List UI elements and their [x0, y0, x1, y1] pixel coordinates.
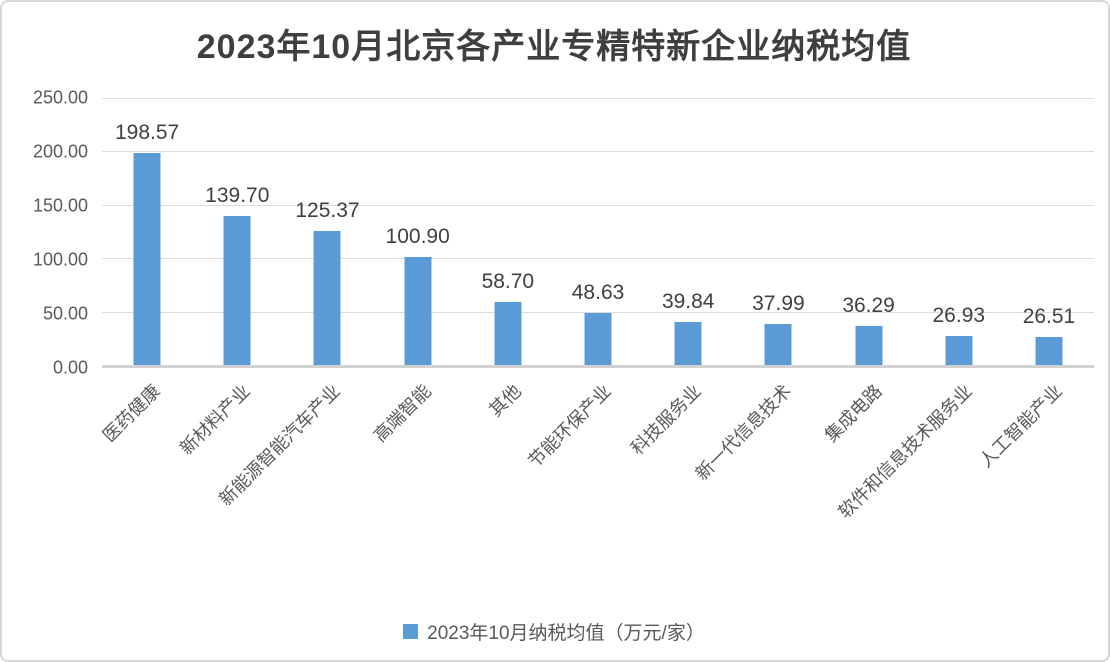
legend: 2023年10月纳税均值（万元/家） [14, 618, 1094, 645]
gridline [102, 151, 1094, 153]
bar-column: 139.70 [192, 98, 282, 365]
legend-swatch-icon [403, 624, 419, 639]
bar [313, 231, 341, 365]
bar-column: 36.29 [824, 98, 914, 365]
bar-value-label: 26.93 [932, 304, 986, 328]
bar-column: 125.37 [282, 98, 372, 365]
chart-body: 250.00 200.00 150.00 100.00 50.00 0.00 198.57… [14, 88, 1094, 606]
bar-series: 198.57 139.70 125.37 100.90 58.70 48.63 39.84 3… [102, 98, 1094, 365]
x-axis-label-column: 软件和信息技术服务业 [834, 368, 1004, 606]
gridline [102, 258, 1094, 260]
bar [404, 257, 432, 365]
gridline [102, 204, 1094, 206]
x-axis-label-column: 科技服务业 [627, 368, 733, 606]
y-axis: 250.00 200.00 150.00 100.00 50.00 0.00 [14, 88, 102, 378]
bar [764, 324, 792, 365]
bar [494, 302, 522, 365]
bar [674, 322, 702, 365]
x-axis-label-column: 人工智能产业 [975, 368, 1094, 606]
bar [855, 326, 883, 365]
bar-column: 198.57 [102, 98, 192, 365]
bar-value-label: 26.51 [1022, 304, 1076, 328]
bar-value-label: 39.84 [661, 290, 715, 314]
bar-value-label: 36.29 [842, 294, 895, 318]
plot-wrap: 198.57 139.70 125.37 100.90 58.70 48.63 39.84 3… [99, 98, 1094, 606]
y-axis-tick: 250.00 [32, 87, 88, 108]
bar-value-label: 198.57 [114, 120, 180, 144]
bar-column: 58.70 [463, 98, 553, 365]
x-axis-label: 集成电路 [820, 380, 886, 446]
bar [1035, 336, 1063, 365]
plot-area: 198.57 139.70 125.37 100.90 58.70 48.63 39.84 3… [102, 98, 1094, 368]
bar-value-label: 100.90 [385, 225, 450, 249]
gridline [102, 311, 1094, 313]
x-axis-label-column: 医药健康 [99, 368, 192, 606]
bar-column: 100.90 [373, 98, 463, 365]
bar-value-label: 48.63 [571, 281, 625, 305]
x-axis-label-column: 高端智能 [370, 368, 463, 606]
x-axis-label-column: 其他 [463, 368, 553, 606]
bar-value-label: 58.70 [481, 270, 535, 294]
x-axis-label-column: 新能源智能汽车产业 [216, 368, 372, 606]
bar-column: 26.51 [1004, 98, 1094, 365]
x-axis-label-column: 新一代信息技术 [692, 368, 823, 606]
bar-column: 26.93 [914, 98, 1004, 365]
bar [223, 215, 251, 365]
bar-column: 37.99 [733, 98, 823, 365]
bar [133, 152, 161, 365]
x-axis-label: 医药健康 [99, 380, 165, 446]
chart-title: 2023年10月北京各产业专精特新企业纳税均值 [196, 28, 912, 66]
y-axis-tick: 0.00 [52, 357, 88, 378]
y-axis-tick: 150.00 [32, 195, 88, 216]
x-axis-label: 高端智能 [369, 380, 435, 446]
x-axis-label: 其他 [485, 380, 525, 421]
bar [945, 336, 973, 365]
legend-label: 2023年10月纳税均值（万元/家） [427, 623, 705, 644]
bar-value-label: 125.37 [295, 199, 360, 223]
bar-value-label: 37.99 [752, 292, 805, 316]
x-axis-label-column: 节能环保产业 [524, 368, 643, 606]
gridline [102, 98, 1094, 99]
x-axis-labels: 医药健康 新材料产业 新能源智能汽车产业 高端智能 其他 节能环保产业 科技服务业 新一代信息… [99, 368, 1094, 606]
y-axis-tick: 100.00 [32, 249, 88, 270]
bar [584, 313, 612, 365]
y-axis-tick: 200.00 [32, 141, 88, 162]
bar-column: 48.63 [553, 98, 643, 365]
bar-value-label: 139.70 [205, 183, 270, 207]
bar-column: 39.84 [643, 98, 733, 365]
y-axis-tick: 50.00 [42, 303, 88, 324]
